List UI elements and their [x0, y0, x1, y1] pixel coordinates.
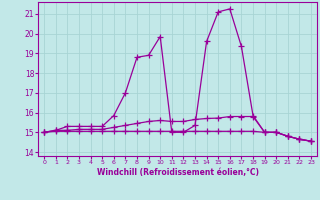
X-axis label: Windchill (Refroidissement éolien,°C): Windchill (Refroidissement éolien,°C): [97, 168, 259, 177]
